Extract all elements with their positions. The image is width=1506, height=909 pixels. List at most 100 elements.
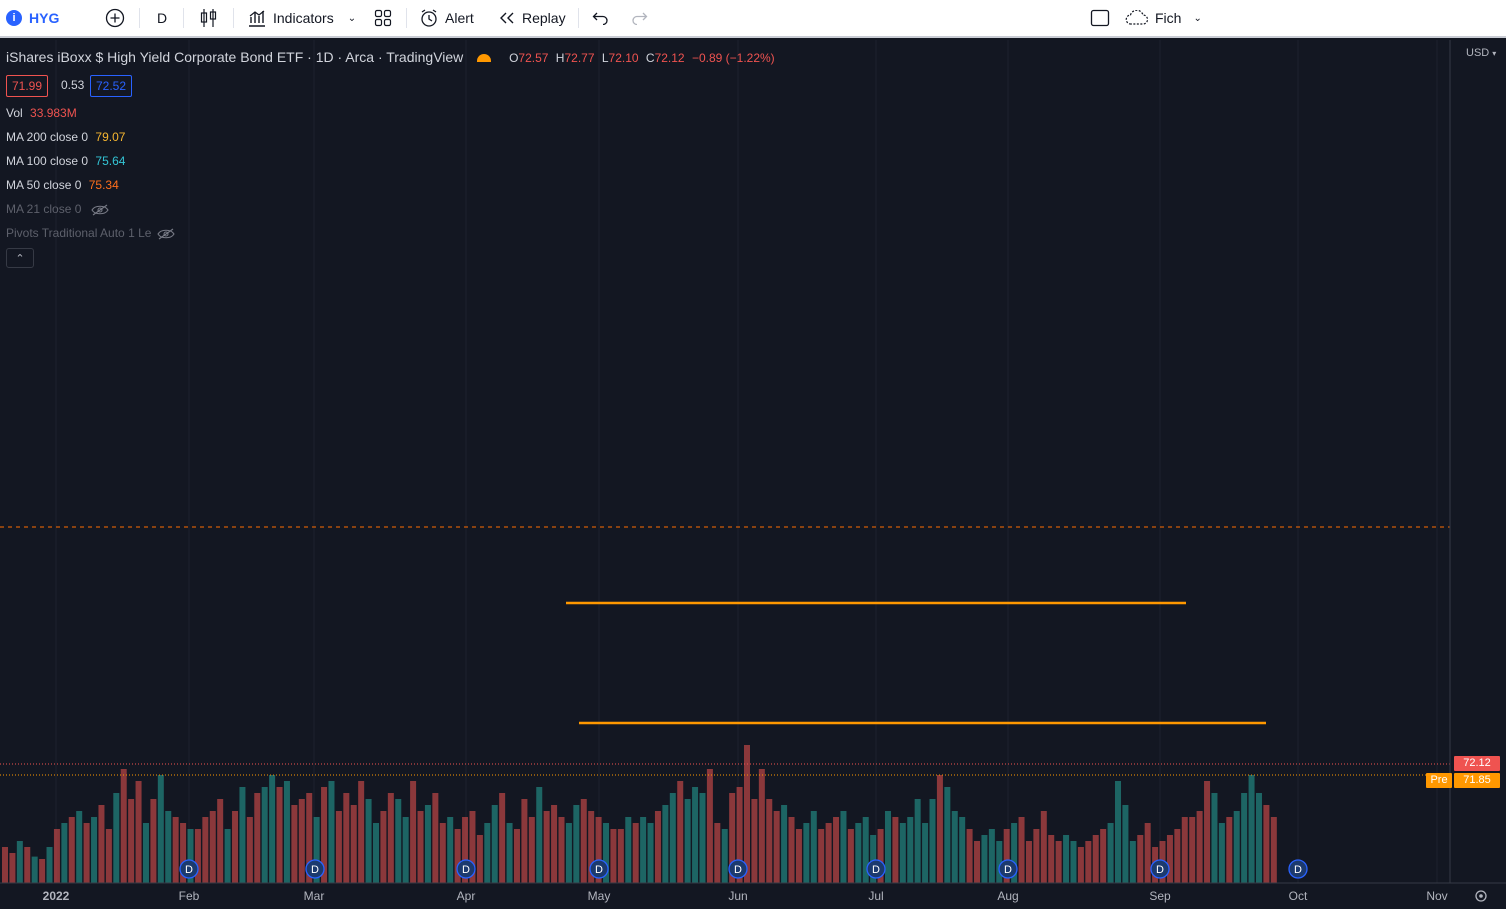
alarm-clock-icon [421, 9, 437, 27]
volume-bar [180, 823, 187, 883]
volume-bar [424, 805, 431, 883]
templates-button[interactable] [374, 0, 392, 36]
volume-bar [499, 793, 506, 883]
volume-bar [298, 799, 305, 883]
volume-bars [2, 745, 1277, 883]
volume-bar [551, 805, 558, 883]
alert-button[interactable]: Alert [419, 0, 474, 36]
volume-bar [862, 817, 869, 883]
eye-hidden-icon[interactable] [157, 228, 175, 240]
collapse-legend-button[interactable]: ⌃ [6, 248, 34, 268]
volume-bar [128, 799, 135, 883]
volume-bar [142, 823, 149, 883]
volume-bar [536, 787, 543, 883]
volume-bar [350, 805, 357, 883]
chart-header: iShares iBoxx $ High Yield Corporate Bon… [6, 49, 775, 65]
chevron-down-icon: ▾ [1492, 49, 1497, 58]
volume-bar [91, 817, 98, 883]
bid-price-box[interactable]: 71.99 [6, 75, 49, 97]
chart-type-button[interactable] [200, 0, 218, 36]
indicators-button[interactable]: Indicators ⌄ [247, 0, 356, 36]
volume-bar [239, 787, 246, 883]
ma21-legend[interactable]: MA 21 close 0 [6, 202, 109, 216]
chevron-up-icon: ⌃ [15, 253, 25, 265]
eye-hidden-icon[interactable] [91, 204, 109, 216]
ma200-value: 79.07 [95, 130, 126, 144]
volume-bar [855, 823, 862, 883]
market-closed-icon [477, 54, 492, 63]
ma200-legend[interactable]: MA 200 close 0 79.07 [6, 130, 125, 144]
dividend-marker-icon [998, 859, 1018, 879]
cloud-icon [1125, 10, 1149, 25]
volume-bar [558, 817, 565, 883]
volume-bar [1115, 781, 1121, 883]
compare-button[interactable] [104, 0, 126, 36]
ma21-label: MA 21 close 0 [6, 202, 82, 216]
ma100-legend[interactable]: MA 100 close 0 75.64 [6, 154, 125, 168]
pivots-legend[interactable]: Pivots Traditional Auto 1 Le [6, 226, 175, 240]
chevron-down-icon: ⌄ [347, 12, 357, 24]
volume-bar [217, 799, 224, 883]
vol-value: 33.983M [30, 106, 77, 120]
time-tick-label: Jun [728, 889, 747, 903]
dividend-marker-icon [728, 859, 748, 879]
replay-button[interactable]: Replay [498, 0, 566, 36]
volume-bar [610, 829, 617, 883]
volume-bar [462, 817, 469, 883]
time-tick-label: Aug [997, 889, 1018, 903]
volume-bar [1085, 841, 1092, 883]
ask-price-box[interactable]: 72.52 [90, 75, 133, 97]
redo-button[interactable] [630, 0, 648, 36]
volume-bar [53, 829, 60, 883]
volume-bar [232, 811, 239, 883]
volume-bar [877, 829, 884, 883]
ma200-label: MA 200 close 0 [6, 130, 89, 144]
volume-bar [528, 817, 535, 883]
volume-bar [120, 769, 127, 883]
volume-bar [194, 829, 201, 883]
volume-bar [966, 829, 973, 883]
volume-bar [803, 823, 810, 883]
interval-button[interactable]: D [157, 0, 167, 36]
dividend-marker-letter: D [462, 864, 470, 876]
square-icon [1090, 9, 1110, 27]
volume-bar [810, 811, 817, 883]
dividend-marker-letter: D [872, 864, 880, 876]
volume-bar [105, 829, 112, 883]
ma100-label: MA 100 close 0 [6, 154, 89, 168]
volume-bar [1129, 841, 1136, 883]
volume-bar [922, 823, 929, 883]
fullscreen-button[interactable] [1090, 0, 1110, 36]
volume-bar [454, 829, 461, 883]
volume-bar [321, 787, 328, 883]
volume-bar [1122, 805, 1129, 883]
volume-bar [1048, 835, 1055, 883]
time-tick-label: Jul [868, 889, 883, 903]
layout-menu[interactable]: Fich ⌄ [1125, 0, 1202, 36]
symbol-search[interactable]: i HYG [6, 0, 59, 36]
change-value: −0.89 (−1.22%) [691, 51, 775, 65]
volume-legend[interactable]: Vol 33.983M [6, 106, 77, 120]
volume-bar [432, 793, 439, 883]
dividend-marker-icon [456, 859, 476, 879]
volume-bar [1196, 811, 1203, 883]
volume-bar [744, 745, 750, 883]
dividend-marker-letter: D [1004, 864, 1012, 876]
volume-bar [1055, 841, 1062, 883]
time-tick-label: Apr [457, 889, 476, 903]
spread-value: 0.53 [61, 78, 85, 92]
redo-icon [632, 12, 648, 25]
dividend-marker-letter: D [311, 864, 319, 876]
volume-bar [788, 817, 795, 883]
undo-button[interactable] [592, 0, 610, 36]
volume-bar [68, 817, 75, 883]
volume-bar [2, 847, 8, 883]
volume-bar [521, 799, 528, 883]
axis-settings-icon[interactable] [1475, 890, 1487, 902]
high-label: H [555, 51, 565, 65]
plus-circle-icon [105, 8, 125, 28]
ma50-legend[interactable]: MA 50 close 0 75.34 [6, 178, 119, 192]
volume-bar [335, 811, 342, 883]
currency-menu[interactable]: USD ▾ [1466, 47, 1496, 59]
